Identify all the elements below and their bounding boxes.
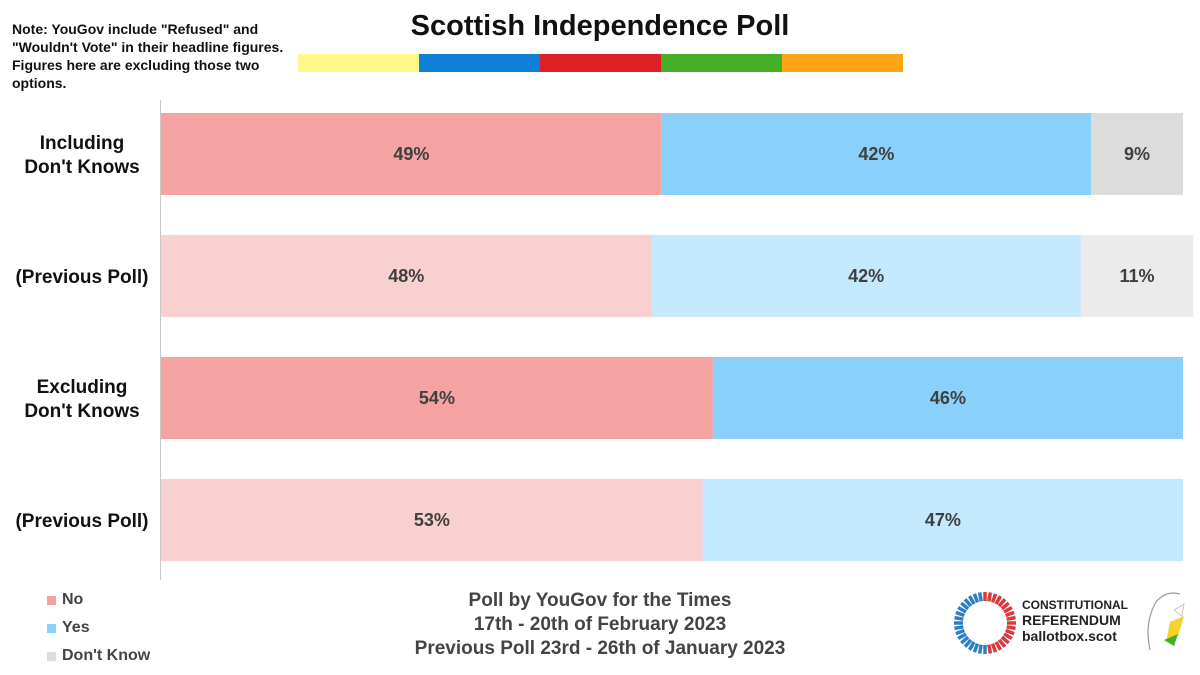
bar-yes-row-3 bbox=[712, 357, 1183, 439]
logo-ring-tick bbox=[972, 643, 980, 653]
legend-label: Don't Know bbox=[62, 647, 151, 664]
ballot-box-scotland-badge-icon bbox=[1147, 592, 1185, 651]
logo-ring-tick bbox=[954, 615, 964, 621]
strip-segment-1 bbox=[298, 54, 419, 72]
data-label-dont-know-row-1: 9% bbox=[1124, 144, 1150, 164]
logo-ring-tick bbox=[963, 598, 973, 608]
logo-ring-tick bbox=[977, 644, 983, 654]
logo-ring-tick bbox=[1005, 610, 1015, 618]
category-label-row-1: Including bbox=[40, 133, 124, 154]
logo-ring-tick bbox=[977, 592, 983, 602]
logo-text: CONSTITUTIONAL REFERENDUM ballotbox.scot bbox=[1022, 598, 1128, 644]
data-label-yes-row-2: 42% bbox=[848, 266, 884, 286]
logo-ring-tick bbox=[997, 598, 1007, 608]
bar-no-row-2 bbox=[161, 235, 652, 317]
logo-ring-tick bbox=[1000, 601, 1010, 611]
bar-yes-row-2 bbox=[651, 235, 1081, 317]
footer-previous-dates: Previous Poll 23rd - 26th of January 202… bbox=[414, 638, 786, 659]
logo-ring-tick bbox=[960, 601, 970, 611]
legend-item-no: No bbox=[47, 586, 150, 614]
bar-dont-know-row-2 bbox=[1080, 235, 1194, 317]
ballotbox-logo: CONSTITUTIONAL REFERENDUM ballotbox.scot bbox=[950, 588, 1195, 663]
party-color-strip bbox=[298, 54, 903, 72]
legend: No Yes Don't Know bbox=[47, 586, 150, 670]
logo-ring-tick bbox=[1006, 625, 1016, 631]
legend-swatch bbox=[47, 651, 56, 661]
strip-segment-3 bbox=[540, 54, 661, 72]
logo-ring-tick bbox=[960, 635, 970, 645]
legend-swatch bbox=[47, 623, 56, 633]
bar-yes-row-1 bbox=[661, 113, 1092, 195]
logo-ring-tick bbox=[997, 638, 1007, 648]
logo-ring-tick bbox=[955, 628, 965, 636]
category-label-row-4: (Previous Poll) bbox=[15, 511, 148, 532]
logo-ring-tick bbox=[957, 632, 967, 641]
logo-line-site: ballotbox.scot bbox=[1022, 628, 1117, 644]
logo-ring-tick bbox=[990, 643, 998, 653]
bar-no-row-1 bbox=[161, 113, 662, 195]
logo-ring-tick bbox=[1000, 635, 1010, 645]
legend-swatch bbox=[47, 595, 56, 605]
logo-line-referendum: REFERENDUM bbox=[1022, 612, 1121, 628]
footer-source: Poll by YouGov for the Times bbox=[468, 590, 732, 611]
logo-ring-tick bbox=[994, 595, 1003, 605]
logo-ring-tick bbox=[967, 641, 976, 651]
legend-item-dont-know: Don't Know bbox=[47, 642, 150, 670]
logo-ring-tick bbox=[1003, 605, 1013, 614]
legend-label: No bbox=[62, 591, 84, 608]
legend-item-yes: Yes bbox=[47, 614, 150, 642]
logo-ring-tick bbox=[972, 593, 980, 603]
logo-ring-tick bbox=[963, 638, 973, 648]
logo-line-constitutional: CONSTITUTIONAL bbox=[1022, 598, 1128, 612]
logo-ring-tick bbox=[957, 605, 967, 614]
logo-ring-tick bbox=[967, 595, 976, 605]
logo-ring-tick bbox=[954, 625, 964, 631]
logo-ring-tick bbox=[1005, 628, 1015, 636]
logo-ring-tick bbox=[987, 592, 993, 602]
logo-ring-tick bbox=[1006, 615, 1016, 621]
chart-footer: Poll by YouGov for the Times 17th - 20th… bbox=[350, 589, 850, 661]
bar-yes-row-4 bbox=[702, 479, 1183, 561]
logo-ring-tick bbox=[1003, 632, 1013, 641]
logo-ring-tick bbox=[955, 610, 965, 618]
category-label-row-2: (Previous Poll) bbox=[15, 267, 148, 288]
data-label-no-row-3: 54% bbox=[419, 388, 455, 408]
logo-ring-tick bbox=[994, 641, 1003, 651]
category-label-row-1: Don't Knows bbox=[24, 157, 139, 178]
legend-label: Yes bbox=[62, 619, 90, 636]
chart-title: Scottish Independence Poll bbox=[410, 10, 790, 42]
category-label-row-3: Excluding bbox=[37, 377, 128, 398]
data-label-dont-know-row-2: 11% bbox=[1119, 266, 1154, 286]
bar-no-row-4 bbox=[161, 479, 703, 561]
data-label-no-row-4: 53% bbox=[414, 510, 450, 530]
data-label-no-row-1: 49% bbox=[393, 144, 429, 164]
strip-segment-2 bbox=[419, 54, 540, 72]
chart-note: Note: YouGov include "Refused" and "Woul… bbox=[12, 21, 284, 91]
data-label-yes-row-4: 47% bbox=[925, 510, 961, 530]
category-label-row-3: Don't Knows bbox=[24, 401, 139, 422]
data-label-no-row-2: 48% bbox=[388, 266, 424, 286]
logo-ring-tick bbox=[990, 593, 998, 603]
bar-dont-know-row-1 bbox=[1091, 113, 1183, 195]
bar-no-row-3 bbox=[161, 357, 713, 439]
footer-dates: 17th - 20th of February 2023 bbox=[473, 614, 727, 635]
logo-ring-icon bbox=[954, 592, 1016, 654]
strip-segment-4 bbox=[661, 54, 782, 72]
logo-ring-tick bbox=[987, 644, 993, 654]
data-label-yes-row-1: 42% bbox=[858, 144, 894, 164]
strip-segment-5 bbox=[782, 54, 903, 72]
data-label-yes-row-3: 46% bbox=[930, 388, 966, 408]
